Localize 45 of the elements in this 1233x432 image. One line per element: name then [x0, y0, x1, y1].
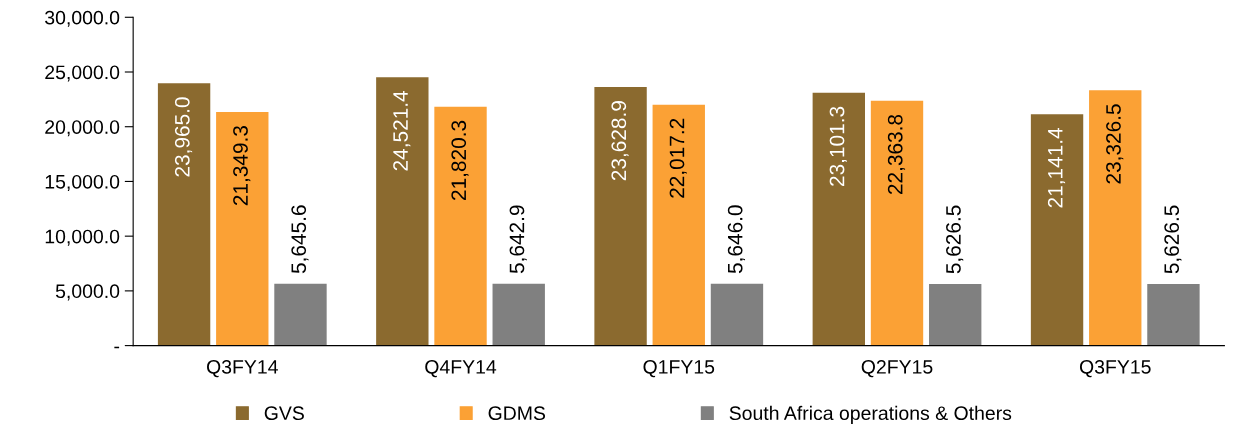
bar [274, 283, 327, 346]
y-tick-label: 20,000.0 [45, 120, 120, 137]
data-label: 22,017.2 [669, 118, 687, 198]
legend-label: South Africa operations & Others [729, 405, 1012, 424]
data-label: 23,965.0 [174, 97, 193, 177]
y-tick-label: 15,000.0 [45, 174, 120, 191]
bar [157, 83, 211, 346]
legend-label: GVS [264, 406, 304, 421]
bar [652, 104, 705, 346]
data-label: 5,645.6 [291, 205, 309, 274]
x-tick-label: Q4FY14 [425, 360, 497, 378]
data-label: 23,628.9 [611, 101, 629, 181]
bar [434, 106, 487, 346]
y-tick-label: 5,000.0 [55, 284, 120, 301]
x-tick-label: Q3FY14 [207, 360, 278, 378]
data-label: 5,626.5 [1164, 205, 1182, 274]
legend-label: GDMS [488, 406, 546, 421]
y-tick-label: - [114, 346, 120, 349]
data-label: 21,141.4 [1047, 127, 1066, 208]
x-tick-label: Q3FY15 [1079, 360, 1151, 378]
x-tick-label: Q1FY15 [643, 360, 715, 378]
bar [870, 100, 924, 346]
bar [376, 77, 429, 346]
data-label: 21,820.3 [451, 120, 469, 200]
data-label: 24,521.4 [393, 90, 411, 171]
y-tick-label: 10,000.0 [45, 229, 120, 246]
y-tick-label: 30,000.0 [45, 10, 120, 27]
data-label: 5,642.9 [509, 205, 527, 274]
x-tick-label: Q2FY15 [861, 360, 933, 378]
data-label: 23,101.3 [829, 106, 847, 186]
data-label: 23,326.5 [1106, 104, 1124, 184]
bar [710, 283, 764, 346]
y-tick-label: 25,000.0 [45, 65, 120, 82]
bar [216, 111, 269, 346]
data-label: 21,349.3 [233, 125, 251, 206]
data-label: 5,626.5 [946, 205, 964, 274]
bar [594, 87, 647, 346]
bar [492, 283, 545, 346]
data-label: 5,646.0 [727, 205, 746, 274]
data-label: 22,363.8 [887, 114, 906, 195]
bar [1147, 284, 1200, 346]
bar [929, 284, 982, 346]
bar [1030, 114, 1084, 346]
bar [1089, 90, 1142, 346]
bar [812, 92, 865, 346]
